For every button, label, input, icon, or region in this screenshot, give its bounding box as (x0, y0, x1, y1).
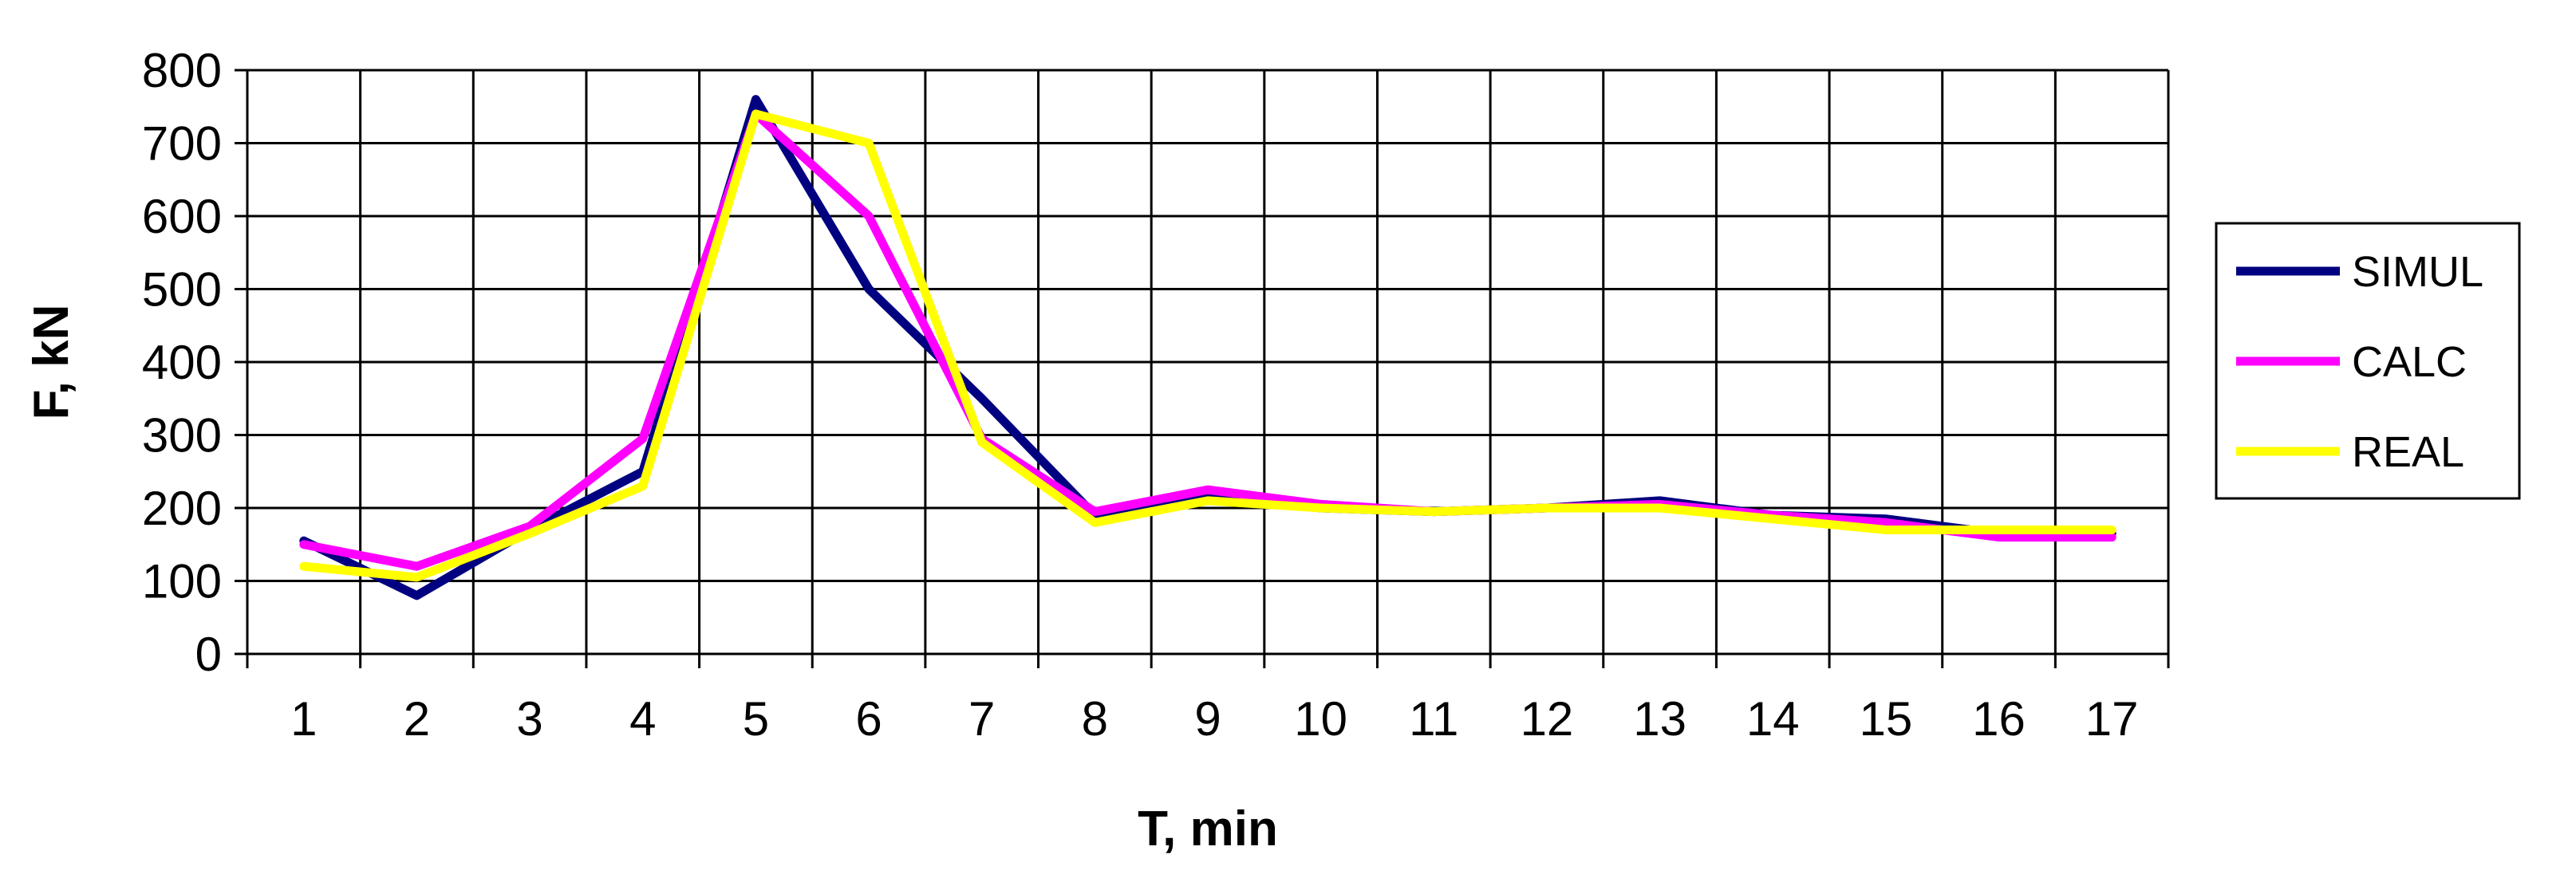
x-tick-label: 14 (1746, 692, 1800, 746)
y-tick-label: 300 (142, 409, 222, 463)
x-tick-label: 7 (968, 692, 995, 746)
x-tick-label: 5 (743, 692, 769, 746)
x-tick-label: 15 (1860, 692, 1913, 746)
series-lines (299, 95, 2116, 600)
x-tick-label: 4 (629, 692, 656, 746)
legend-label-calc: CALC (2352, 338, 2467, 386)
x-tick-label: 11 (1409, 692, 1458, 746)
series-line-calc (299, 109, 2116, 571)
legend-label-simul: SIMUL (2352, 248, 2483, 296)
y-axis-title: F, kN (24, 305, 79, 420)
y-tick-labels: 0 100 200 300 400 500 600 700 800 (142, 44, 222, 681)
x-tick-label: 13 (1633, 692, 1686, 746)
y-tick-label: 500 (142, 263, 222, 317)
y-tick-label: 400 (142, 336, 222, 389)
x-tick-labels: 1 2 3 4 5 6 7 8 9 10 11 12 13 14 15 16 17 (290, 692, 2138, 746)
y-tick-label: 700 (142, 117, 222, 171)
x-tick-label: 9 (1194, 692, 1221, 746)
legend-label-real: REAL (2352, 428, 2464, 476)
y-tick-label: 200 (142, 482, 222, 535)
y-tick-label: 100 (142, 555, 222, 608)
x-tick-label: 8 (1082, 692, 1108, 746)
x-tick-label: 17 (2085, 692, 2139, 746)
x-tick-label: 12 (1521, 692, 1574, 746)
x-tick-label: 16 (1972, 692, 2026, 746)
x-tick-label: 10 (1294, 692, 1347, 746)
x-tick-label: 2 (404, 692, 430, 746)
y-tick-label: 0 (195, 628, 222, 681)
x-axis-title: T, min (1138, 801, 1278, 856)
x-tick-label: 6 (855, 692, 882, 746)
x-tick-label: 3 (516, 692, 542, 746)
y-tick-label: 800 (142, 44, 222, 97)
legend: SIMUL CALC REAL (2215, 222, 2521, 500)
y-tick-label: 600 (142, 190, 222, 243)
series-line-real (299, 109, 2116, 582)
axes (235, 69, 2170, 668)
x-tick-label: 1 (290, 692, 317, 746)
